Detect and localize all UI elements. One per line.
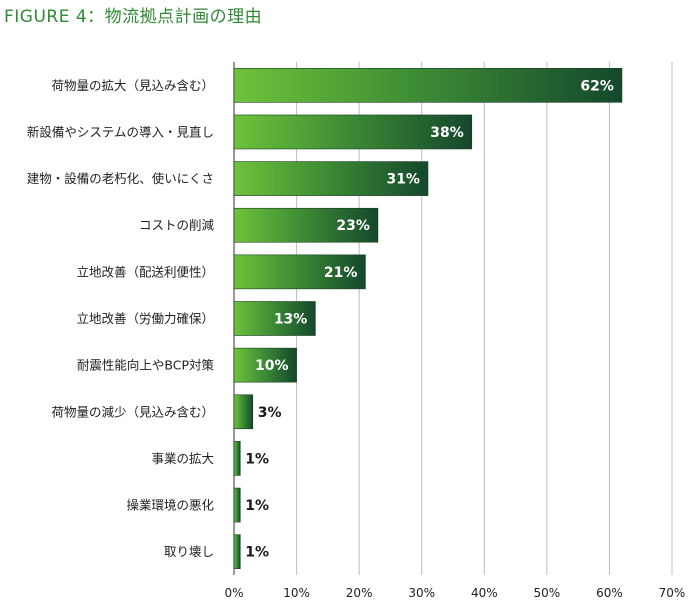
bar <box>233 68 623 103</box>
bar <box>233 441 241 476</box>
bar <box>233 394 254 430</box>
bar <box>233 301 316 336</box>
category-label: 事業の拡大 <box>151 451 214 466</box>
bar <box>233 254 366 290</box>
chart-title: FIGURE 4：物流拠点計画の理由 <box>4 7 263 27</box>
labels: 0% 10% 20% 30% 40% 50% 60% 70% 荷物量の拡大（見込み含む） 62% 新… <box>27 78 686 600</box>
x-tick-label: 10% <box>283 586 310 600</box>
category-label: 立地改善（配送利便性） <box>76 264 214 279</box>
category-label: 荷物量の減少（見込み含む） <box>51 404 214 419</box>
data-label: 3% <box>258 405 282 421</box>
bar <box>233 534 241 569</box>
data-label: 13% <box>274 312 308 328</box>
data-label: 1% <box>245 451 269 467</box>
category-label: 取り壊し <box>164 544 214 559</box>
x-tick-label: 0% <box>224 586 243 600</box>
bars <box>233 68 623 569</box>
x-tick-label: 60% <box>596 586 623 600</box>
data-label: 31% <box>386 172 420 188</box>
bar <box>233 114 473 150</box>
data-label: 21% <box>324 265 358 281</box>
bar <box>233 487 241 523</box>
category-label: 耐震性能向上やBCP対策 <box>77 358 215 373</box>
bar <box>233 207 379 243</box>
x-tick-label: 40% <box>471 586 498 600</box>
bar <box>233 347 297 383</box>
data-label: 10% <box>255 358 289 374</box>
category-label: コストの削減 <box>139 218 215 233</box>
category-label: 新設備やシステムの導入・見直し <box>27 124 214 139</box>
bar <box>233 161 429 196</box>
category-label: 建物・設備の老朽化、使いにくさ <box>27 171 214 186</box>
data-label: 1% <box>245 545 269 561</box>
data-label: 38% <box>430 125 464 141</box>
x-tick-label: 30% <box>408 586 435 600</box>
x-tick-label: 70% <box>659 586 686 600</box>
x-tick-label: 20% <box>346 586 373 600</box>
data-label: 1% <box>245 498 269 514</box>
category-label: 操業環境の悪化 <box>126 498 214 513</box>
category-label: 荷物量の拡大（見込み含む） <box>51 78 214 93</box>
data-label: 62% <box>580 78 614 94</box>
data-label: 23% <box>336 218 370 234</box>
x-tick-label: 50% <box>534 586 561 600</box>
category-label: 立地改善（労働力確保） <box>76 311 214 326</box>
